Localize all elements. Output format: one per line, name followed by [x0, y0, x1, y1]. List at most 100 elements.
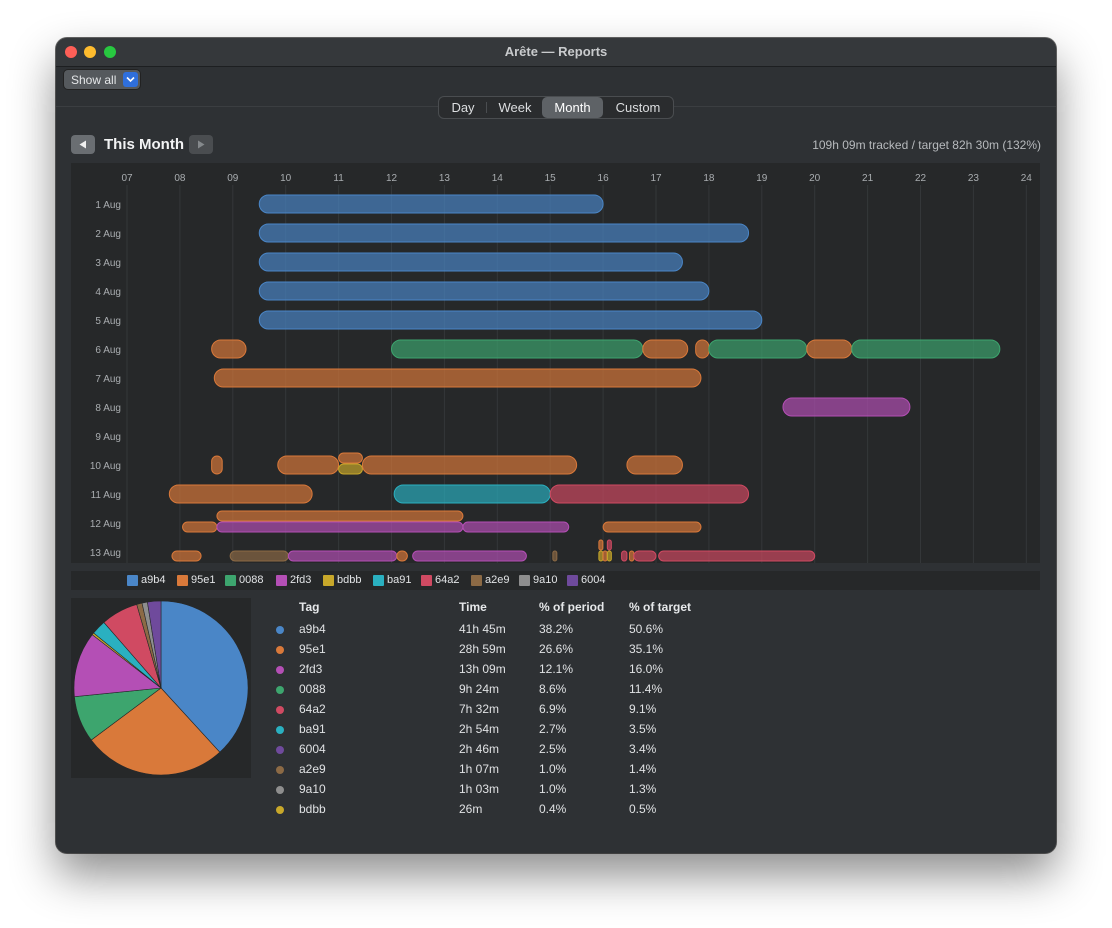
minimize-window-button[interactable] [84, 46, 96, 58]
hour-tick-label: 10 [280, 173, 292, 184]
time-entry-bar[interactable] [338, 452, 363, 464]
cell-pct-target: 16.0% [629, 662, 664, 676]
time-entry-bar[interactable] [598, 539, 604, 551]
tracked-summary: 109h 09m tracked / target 82h 30m (132%) [812, 138, 1041, 152]
time-entry-bar[interactable] [258, 223, 750, 243]
legend-swatch [127, 575, 138, 586]
time-entry-bar[interactable] [216, 521, 464, 533]
time-entry-bar[interactable] [708, 339, 808, 359]
cell-pct-target: 3.5% [629, 722, 657, 736]
time-entry-bar[interactable] [606, 539, 612, 551]
cell-pct-target: 35.1% [629, 642, 664, 656]
tag-color-dot [276, 786, 284, 794]
time-entry-bar[interactable] [393, 484, 551, 504]
legend-swatch [276, 575, 287, 586]
time-entry-bar[interactable] [621, 550, 628, 562]
time-entry-bar[interactable] [391, 339, 644, 359]
pie-slice-2fd3 [73, 634, 162, 698]
time-entry-bar[interactable] [182, 521, 218, 533]
cell-pct-period: 8.6% [539, 682, 567, 696]
time-entry-bar[interactable] [213, 368, 702, 388]
tag-pie-chart [71, 598, 251, 778]
tag-color-dot [276, 726, 284, 734]
cell-tag: 9a10 [299, 782, 326, 796]
time-entry-bar[interactable] [258, 252, 683, 272]
time-entry-bar[interactable] [412, 550, 527, 562]
time-entry-bar[interactable] [277, 455, 340, 475]
day-label: 2 Aug [95, 229, 121, 240]
tab-custom[interactable]: Custom [615, 100, 661, 115]
day-label: 6 Aug [95, 345, 121, 356]
time-entry-bar[interactable] [642, 339, 689, 359]
time-entry-bar[interactable] [633, 550, 657, 562]
time-entry-bar[interactable] [396, 550, 408, 562]
time-entry-bar[interactable] [258, 310, 763, 330]
pie-slice-6004 [147, 600, 162, 689]
table-row: 2fd3 13h 09m 12.1% 16.0% [271, 659, 731, 679]
time-entry-bar[interactable] [549, 484, 750, 504]
time-entry-bar[interactable] [211, 455, 223, 475]
tab-week[interactable]: Week [498, 100, 532, 115]
day-label: 11 Aug [91, 490, 121, 501]
cell-pct-period: 6.9% [539, 702, 567, 716]
hour-tick-label: 13 [439, 173, 451, 184]
tag-color-dot [276, 766, 284, 774]
time-entry-bar[interactable] [229, 550, 289, 562]
time-entry-bar[interactable] [462, 521, 570, 533]
hour-tick-label: 20 [809, 173, 821, 184]
time-entry-bar[interactable] [626, 455, 683, 475]
time-entry-bar[interactable] [338, 463, 363, 475]
period-segmented-control: Day Week Month Custom [438, 96, 674, 119]
time-entry-bar[interactable] [695, 339, 710, 359]
column-header-pct-target: % of target [629, 600, 692, 614]
time-entry-bar[interactable] [287, 550, 398, 562]
cell-pct-period: 38.2% [539, 622, 574, 636]
table-row: 6004 2h 46m 2.5% 3.4% [271, 739, 731, 759]
time-entry-bar[interactable] [171, 550, 202, 562]
day-label: 5 Aug [95, 316, 121, 327]
time-entry-bar[interactable] [806, 339, 853, 359]
time-entry-bar[interactable] [552, 550, 558, 562]
cell-pct-target: 3.4% [629, 742, 657, 756]
time-entry-bar[interactable] [658, 550, 816, 562]
day-label: 1 Aug [95, 200, 121, 211]
hour-tick-label: 24 [1021, 173, 1033, 184]
time-entry-bar[interactable] [629, 550, 635, 562]
time-entry-bar[interactable] [602, 521, 702, 533]
time-entry-bar[interactable] [258, 194, 604, 214]
time-entry-bar[interactable] [606, 550, 612, 562]
cell-pct-period: 12.1% [539, 662, 574, 676]
time-entry-bar[interactable] [258, 281, 710, 301]
close-window-button[interactable] [65, 46, 77, 58]
time-entry-bar[interactable] [211, 339, 247, 359]
tag-filter-popup[interactable]: Show all [64, 70, 140, 89]
legend-swatch [373, 575, 384, 586]
next-period-button[interactable] [189, 135, 213, 154]
hour-tick-label: 11 [333, 173, 344, 184]
cell-pct-period: 1.0% [539, 762, 567, 776]
cell-pct-period: 2.5% [539, 742, 567, 756]
time-entry-bar[interactable] [361, 455, 578, 475]
tab-month[interactable]: Month [542, 97, 603, 118]
hour-tick-label: 15 [545, 173, 557, 184]
table-row: a9b4 41h 45m 38.2% 50.6% [271, 619, 731, 639]
day-label: 3 Aug [95, 258, 121, 269]
time-entry-bar[interactable] [598, 550, 604, 562]
time-entry-bar[interactable] [168, 484, 313, 504]
day-label: 12 Aug [90, 519, 121, 530]
tag-filter-label: Show all [71, 73, 117, 87]
cell-time: 1h 03m [459, 782, 500, 796]
zoom-window-button[interactable] [104, 46, 116, 58]
timeline-chart: 07 08 09 10 11 12 13 14 15 16 17 18 19 20 21 22 23 24 1 Au… [71, 163, 1040, 563]
tab-day[interactable]: Day [451, 100, 475, 115]
time-entry-bar[interactable] [602, 550, 608, 562]
tag-color-dot [276, 646, 284, 654]
cell-pct-period: 2.7% [539, 722, 567, 736]
time-entry-bar[interactable] [782, 397, 911, 417]
cell-pct-target: 0.5% [629, 802, 657, 816]
time-entry-bar[interactable] [216, 510, 464, 522]
previous-period-button[interactable] [71, 135, 95, 154]
cell-time: 13h 09m [459, 662, 506, 676]
legend-label: ba91 [387, 574, 412, 586]
time-entry-bar[interactable] [851, 339, 1001, 359]
